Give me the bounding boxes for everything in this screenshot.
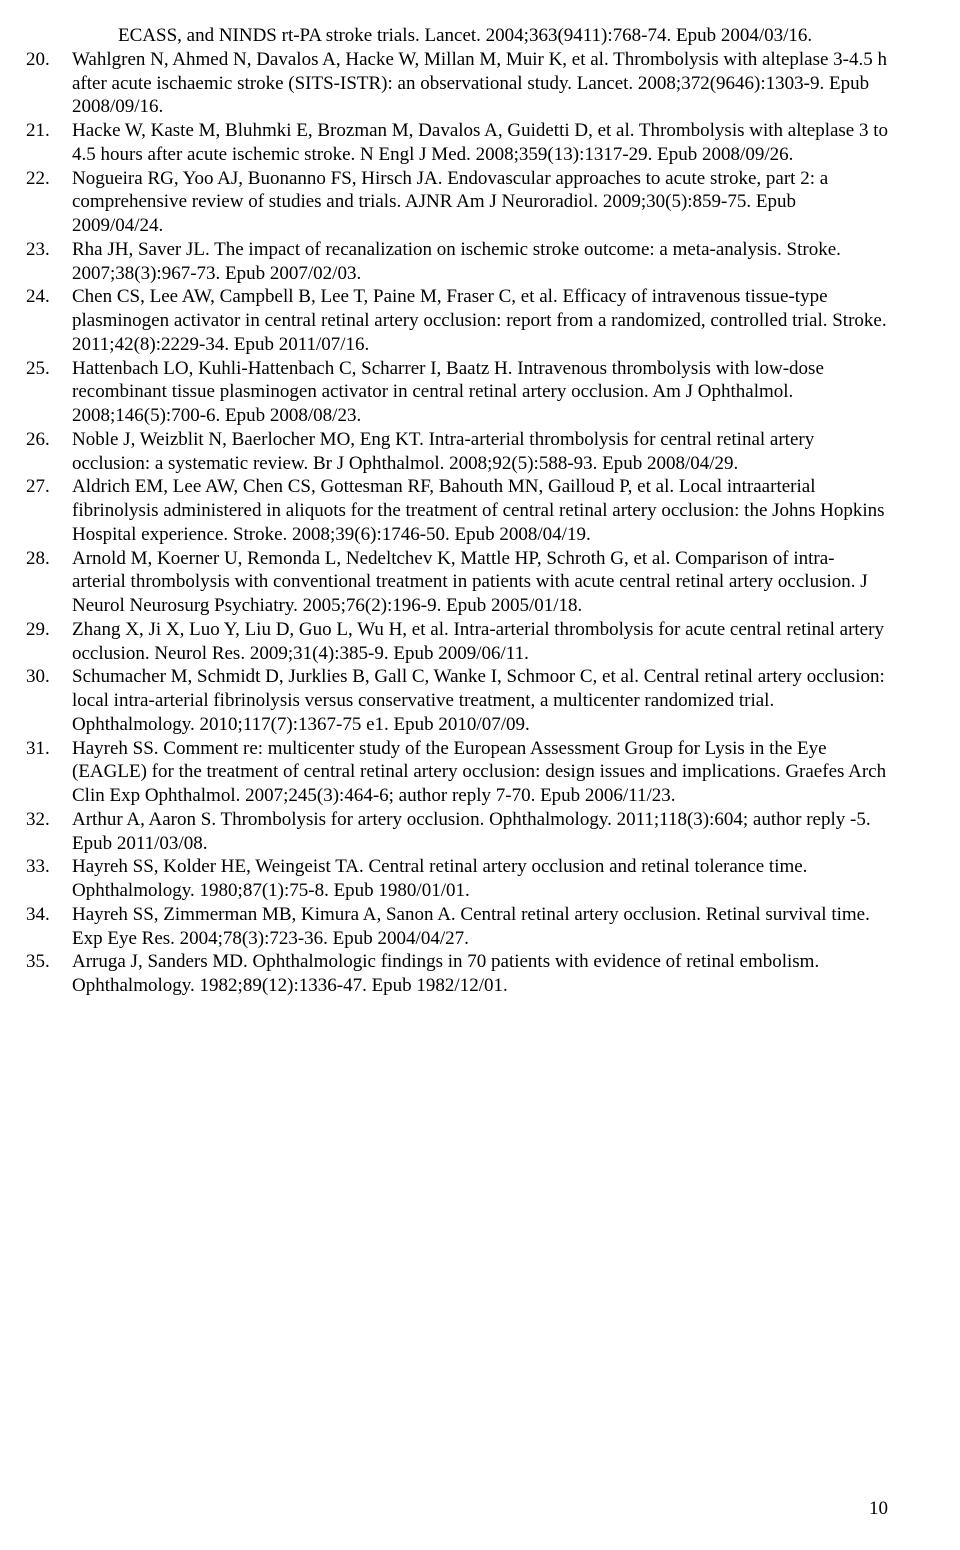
reference-text: Hayreh SS, Zimmerman MB, Kimura A, Sanon… (72, 903, 888, 951)
reference-number: 32. (26, 808, 72, 856)
reference-number: 29. (26, 618, 72, 666)
reference-item: 21. Hacke W, Kaste M, Bluhmki E, Brozman… (72, 119, 888, 167)
reference-number: 21. (26, 119, 72, 167)
reference-number: 20. (26, 48, 72, 119)
reference-list: ECASS, and NINDS rt-PA stroke trials. La… (72, 24, 888, 998)
reference-item: 23. Rha JH, Saver JL. The impact of reca… (72, 238, 888, 286)
reference-item: 29. Zhang X, Ji X, Luo Y, Liu D, Guo L, … (72, 618, 888, 666)
reference-item: 22. Nogueira RG, Yoo AJ, Buonanno FS, Hi… (72, 167, 888, 238)
reference-item: 20. Wahlgren N, Ahmed N, Davalos A, Hack… (72, 48, 888, 119)
reference-number: 24. (26, 285, 72, 356)
reference-number: 27. (26, 475, 72, 546)
reference-item: 27. Aldrich EM, Lee AW, Chen CS, Gottesm… (72, 475, 888, 546)
reference-text: ECASS, and NINDS rt-PA stroke trials. La… (118, 24, 888, 48)
reference-text: Rha JH, Saver JL. The impact of recanali… (72, 238, 888, 286)
reference-item: 28. Arnold M, Koerner U, Remonda L, Nede… (72, 547, 888, 618)
reference-text: Arnold M, Koerner U, Remonda L, Nedeltch… (72, 547, 888, 618)
reference-continued: ECASS, and NINDS rt-PA stroke trials. La… (118, 24, 888, 48)
reference-item: 32. Arthur A, Aaron S. Thrombolysis for … (72, 808, 888, 856)
reference-number: 30. (26, 665, 72, 736)
reference-text: Hacke W, Kaste M, Bluhmki E, Brozman M, … (72, 119, 888, 167)
reference-text: Arruga J, Sanders MD. Ophthalmologic fin… (72, 950, 888, 998)
reference-text: Zhang X, Ji X, Luo Y, Liu D, Guo L, Wu H… (72, 618, 888, 666)
reference-number: 23. (26, 238, 72, 286)
reference-item: 26. Noble J, Weizblit N, Baerlocher MO, … (72, 428, 888, 476)
reference-item: 34. Hayreh SS, Zimmerman MB, Kimura A, S… (72, 903, 888, 951)
reference-text: Hayreh SS. Comment re: multicenter study… (72, 737, 888, 808)
reference-number: 22. (26, 167, 72, 238)
reference-item: 30. Schumacher M, Schmidt D, Jurklies B,… (72, 665, 888, 736)
document-page: ECASS, and NINDS rt-PA stroke trials. La… (0, 0, 960, 1550)
reference-text: Hattenbach LO, Kuhli-Hattenbach C, Schar… (72, 357, 888, 428)
reference-item: 24. Chen CS, Lee AW, Campbell B, Lee T, … (72, 285, 888, 356)
reference-text: Schumacher M, Schmidt D, Jurklies B, Gal… (72, 665, 888, 736)
reference-text: Noble J, Weizblit N, Baerlocher MO, Eng … (72, 428, 888, 476)
reference-number: 31. (26, 737, 72, 808)
reference-item: 35. Arruga J, Sanders MD. Ophthalmologic… (72, 950, 888, 998)
reference-text: Wahlgren N, Ahmed N, Davalos A, Hacke W,… (72, 48, 888, 119)
reference-item: 31. Hayreh SS. Comment re: multicenter s… (72, 737, 888, 808)
reference-text: Chen CS, Lee AW, Campbell B, Lee T, Pain… (72, 285, 888, 356)
reference-text: Arthur A, Aaron S. Thrombolysis for arte… (72, 808, 888, 856)
reference-text: Aldrich EM, Lee AW, Chen CS, Gottesman R… (72, 475, 888, 546)
reference-text: Hayreh SS, Kolder HE, Weingeist TA. Cent… (72, 855, 888, 903)
reference-number: 28. (26, 547, 72, 618)
reference-number: 35. (26, 950, 72, 998)
reference-item: 33. Hayreh SS, Kolder HE, Weingeist TA. … (72, 855, 888, 903)
reference-number: 25. (26, 357, 72, 428)
reference-number: 34. (26, 903, 72, 951)
reference-number: 26. (26, 428, 72, 476)
reference-number: 33. (26, 855, 72, 903)
reference-text: Nogueira RG, Yoo AJ, Buonanno FS, Hirsch… (72, 167, 888, 238)
page-number: 10 (869, 1498, 888, 1520)
reference-item: 25. Hattenbach LO, Kuhli-Hattenbach C, S… (72, 357, 888, 428)
